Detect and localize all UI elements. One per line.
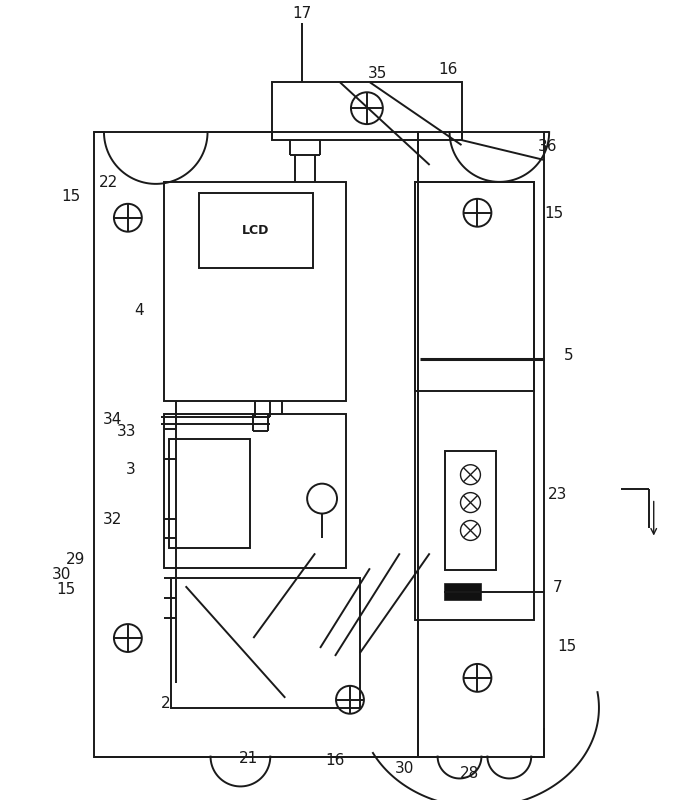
Bar bbox=[164, 183, 346, 402]
Text: 4: 4 bbox=[134, 302, 143, 318]
Bar bbox=[94, 133, 418, 756]
Bar bbox=[169, 439, 251, 549]
Text: 29: 29 bbox=[66, 551, 85, 566]
Text: 15: 15 bbox=[61, 189, 81, 204]
Text: 3: 3 bbox=[126, 462, 136, 476]
Text: 36: 36 bbox=[538, 139, 557, 153]
Text: 30: 30 bbox=[395, 760, 415, 775]
Text: 34: 34 bbox=[103, 412, 123, 427]
Text: 17: 17 bbox=[292, 6, 311, 21]
Text: 7: 7 bbox=[553, 579, 562, 594]
Bar bbox=[171, 578, 360, 708]
Bar bbox=[418, 133, 544, 756]
Text: 23: 23 bbox=[548, 487, 567, 501]
Bar bbox=[199, 193, 313, 268]
Text: 2: 2 bbox=[161, 695, 171, 711]
Text: 32: 32 bbox=[103, 512, 123, 526]
Text: 5: 5 bbox=[564, 347, 574, 363]
Bar bbox=[415, 183, 534, 391]
Text: 16: 16 bbox=[325, 752, 345, 767]
Bar bbox=[164, 415, 346, 569]
Text: 22: 22 bbox=[99, 175, 119, 190]
Bar bbox=[415, 183, 534, 620]
Text: 16: 16 bbox=[438, 62, 457, 77]
Text: 28: 28 bbox=[460, 765, 479, 780]
Text: 15: 15 bbox=[544, 206, 563, 221]
Text: 15: 15 bbox=[57, 581, 76, 596]
Bar bbox=[445, 452, 497, 570]
Text: 15: 15 bbox=[557, 638, 576, 654]
Bar bbox=[443, 584, 482, 601]
Text: 21: 21 bbox=[239, 750, 258, 765]
Text: LCD: LCD bbox=[242, 224, 269, 237]
Text: 30: 30 bbox=[51, 566, 71, 581]
Text: 33: 33 bbox=[117, 423, 137, 439]
Bar bbox=[273, 83, 462, 141]
Text: 35: 35 bbox=[368, 66, 387, 81]
